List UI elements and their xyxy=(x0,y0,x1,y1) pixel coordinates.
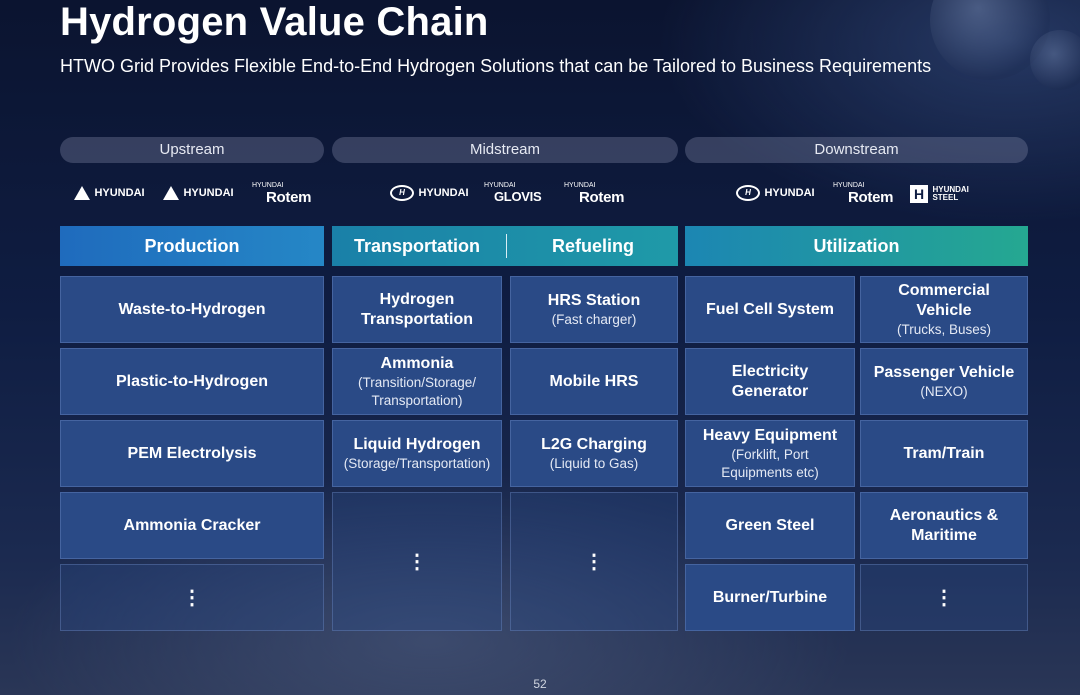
rotem-logo-small: HYUNDAI xyxy=(252,182,284,189)
stage-upstream: Upstream xyxy=(60,137,324,163)
util-more: ⋮ xyxy=(860,564,1028,631)
more-icon: ⋮ xyxy=(182,586,202,609)
stage-midstream: Midstream xyxy=(332,137,678,163)
decorative-sphere xyxy=(1030,30,1080,90)
transport-liquid-hydrogen: Liquid Hydrogen (Storage/Transportation) xyxy=(332,420,502,487)
util-heavy-equipment: Heavy Equipment (Forklift, Port Equipmen… xyxy=(685,420,855,487)
util-burner-turbine: Burner/Turbine xyxy=(685,564,855,631)
refuel-mobile-hrs: Mobile HRS xyxy=(510,348,678,415)
triangle-icon xyxy=(163,185,179,200)
production-waste-to-hydrogen: Waste-to-Hydrogen xyxy=(60,276,324,343)
util-fuel-cell-system: Fuel Cell System xyxy=(685,276,855,343)
util-electricity-generator: Electricity Generator xyxy=(685,348,855,415)
util-commercial-vehicle: Commercial Vehicle (Trucks, Buses) xyxy=(860,276,1028,343)
more-icon: ⋮ xyxy=(584,550,604,573)
refuel-more: ⋮ xyxy=(510,492,678,631)
midstream-header: Transportation Refueling xyxy=(332,226,678,266)
triangle-icon xyxy=(74,185,90,200)
stage-downstream: Downstream xyxy=(685,137,1028,163)
util-tram-train: Tram/Train xyxy=(860,420,1028,487)
transport-more: ⋮ xyxy=(332,492,502,631)
refuel-hrs-station: HRS Station (Fast charger) xyxy=(510,276,678,343)
refueling-header: Refueling xyxy=(551,236,634,256)
util-green-steel: Green Steel xyxy=(685,492,855,559)
hyundai-engineering-logo: HYUNDAI xyxy=(163,184,234,202)
rotem-logo: Rotem xyxy=(579,189,625,206)
production-pem-electrolysis: PEM Electrolysis xyxy=(60,420,324,487)
production-plastic-to-hydrogen: Plastic-to-Hydrogen xyxy=(60,348,324,415)
refuel-l2g-charging: L2G Charging (Liquid to Gas) xyxy=(510,420,678,487)
transportation-header: Transportation xyxy=(353,236,480,256)
production-header: Production xyxy=(60,226,324,266)
rotem-logo: Rotem xyxy=(266,189,312,206)
rotem-logo-small: HYUNDAI xyxy=(833,182,865,189)
util-aeronautics-maritime: Aeronautics & Maritime xyxy=(860,492,1028,559)
page-title: Hydrogen Value Chain xyxy=(60,0,489,44)
utilization-header: Utilization xyxy=(685,226,1028,266)
production-more: ⋮ xyxy=(60,564,324,631)
transport-hydrogen: Hydrogen Transportation xyxy=(332,276,502,343)
hyundai-steel-logo: H HYUNDAI STEEL xyxy=(910,185,969,203)
header-divider xyxy=(506,234,507,258)
page-subtitle: HTWO Grid Provides Flexible End-to-End H… xyxy=(60,56,932,76)
rotem-logo: Rotem xyxy=(848,189,894,206)
hyundai-h-icon: H xyxy=(736,184,760,201)
hyundai-h-icon: H xyxy=(390,184,414,201)
steel-h-icon: H xyxy=(910,185,928,203)
hyundai-ec-logo: HYUNDAI xyxy=(74,184,145,202)
glovis-logo-small: HYUNDAI xyxy=(484,182,516,189)
transport-ammonia: Ammonia (Transition/Storage/ Transportat… xyxy=(332,348,502,415)
rotem-logo-small: HYUNDAI xyxy=(564,182,596,189)
util-passenger-vehicle: Passenger Vehicle (NEXO) xyxy=(860,348,1028,415)
production-ammonia-cracker: Ammonia Cracker xyxy=(60,492,324,559)
glovis-logo: GLOVIS xyxy=(494,189,542,204)
more-icon: ⋮ xyxy=(407,550,427,573)
hyundai-logo: H HYUNDAI xyxy=(736,184,815,202)
page-number: 52 xyxy=(533,677,547,691)
more-icon: ⋮ xyxy=(934,586,954,609)
hyundai-logo: H HYUNDAI xyxy=(390,184,469,202)
